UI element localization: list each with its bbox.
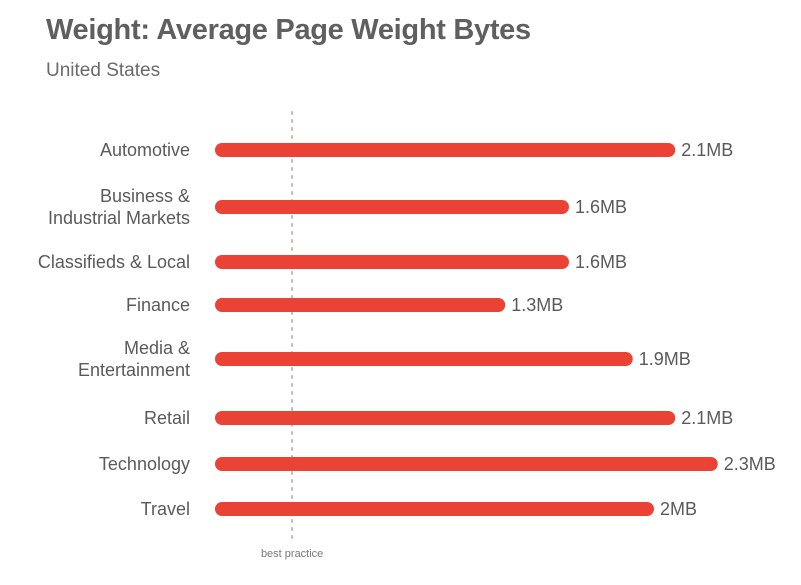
chart-subtitle: United States	[46, 60, 161, 81]
category-label-line: Business &	[100, 186, 190, 206]
value-label: 1.9MB	[639, 349, 691, 369]
value-label: 1.6MB	[575, 252, 627, 272]
category-label: Media & Entertainment	[78, 338, 190, 380]
value-label: 2.1MB	[681, 408, 733, 428]
value-label: 1.3MB	[511, 295, 563, 315]
category-label: Retail	[144, 408, 190, 428]
best-practice-label: best practice	[261, 548, 323, 560]
category-label-line: Industrial Markets	[48, 208, 190, 228]
value-label: 2.1MB	[681, 140, 733, 160]
category-label-line: Automotive	[100, 140, 190, 160]
category-label-line: Entertainment	[78, 360, 190, 380]
value-label: 2MB	[660, 499, 697, 519]
category-label-line: Finance	[126, 295, 190, 315]
category-label-line: Technology	[99, 454, 190, 474]
category-label-line: Media &	[124, 338, 190, 358]
value-label: 1.6MB	[575, 197, 627, 217]
category-label-line: Retail	[144, 408, 190, 428]
category-label-line: Classifieds & Local	[38, 252, 190, 272]
category-label: Technology	[99, 454, 190, 474]
category-label: Classifieds & Local	[38, 252, 190, 272]
category-label: Business & Industrial Markets	[48, 186, 190, 228]
category-label-line: Travel	[141, 499, 190, 519]
category-label: Finance	[126, 295, 190, 315]
value-label: 2.3MB	[724, 454, 776, 474]
category-label: Travel	[141, 499, 190, 519]
chart-title: Weight: Average Page Weight Bytes	[46, 14, 531, 46]
category-label: Automotive	[100, 140, 190, 160]
